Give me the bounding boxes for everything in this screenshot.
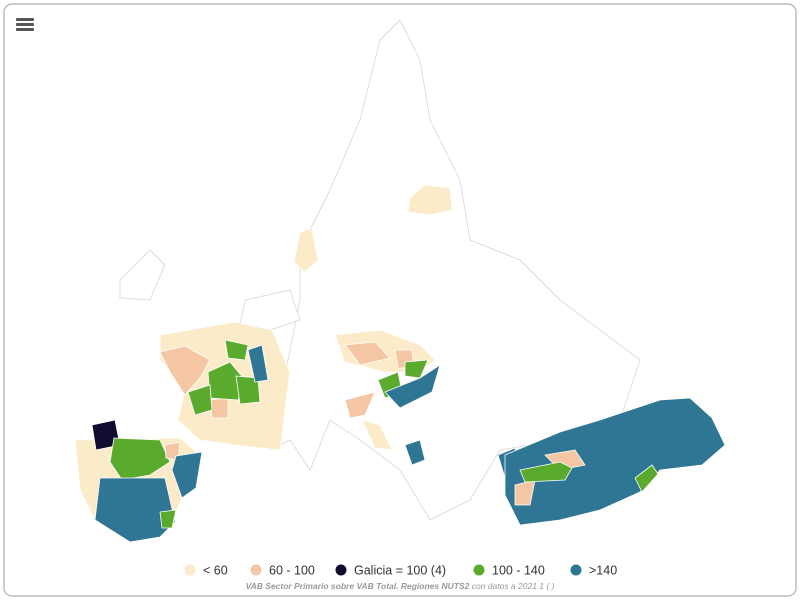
caption-title: VAB Sector Primario sobre VAB Total. Reg… — [246, 581, 470, 591]
region[interactable] — [159, 509, 177, 529]
region[interactable] — [404, 439, 426, 466]
region[interactable] — [224, 339, 249, 361]
region[interactable] — [344, 391, 376, 419]
legend-label[interactable]: Galicia = 100 (4) — [354, 563, 446, 577]
legend-label[interactable]: 100 - 140 — [492, 563, 545, 577]
region[interactable] — [384, 364, 441, 409]
caption-note: con datos a 2021 1 ( ) — [472, 581, 555, 591]
region[interactable] — [519, 461, 573, 483]
regions — [74, 184, 726, 543]
legend-label[interactable]: >140 — [589, 563, 617, 577]
region[interactable] — [187, 384, 213, 416]
region[interactable] — [235, 375, 261, 405]
region[interactable] — [94, 477, 176, 543]
legend-label[interactable]: 60 - 100 — [269, 563, 315, 577]
region[interactable] — [504, 397, 726, 526]
region[interactable] — [109, 437, 171, 481]
region[interactable] — [293, 227, 319, 273]
legend: < 60 60 - 100 Galicia = 100 (4) 100 - 140 >1… — [184, 563, 617, 577]
legend-marker — [335, 564, 347, 576]
legend-marker — [570, 564, 582, 576]
region[interactable] — [361, 419, 393, 451]
region[interactable] — [209, 397, 229, 419]
caption: VAB Sector Primario sobre VAB Total. Reg… — [246, 581, 555, 591]
region[interactable] — [344, 341, 391, 366]
region[interactable] — [634, 464, 659, 493]
legend-marker — [250, 564, 262, 576]
region[interactable] — [159, 345, 211, 396]
legend-marker — [473, 564, 485, 576]
legend-marker — [184, 564, 196, 576]
menu-button[interactable] — [16, 18, 34, 31]
legend-label[interactable]: < 60 — [203, 563, 228, 577]
region[interactable] — [171, 451, 203, 499]
region[interactable] — [247, 344, 269, 383]
region[interactable] — [407, 184, 453, 216]
